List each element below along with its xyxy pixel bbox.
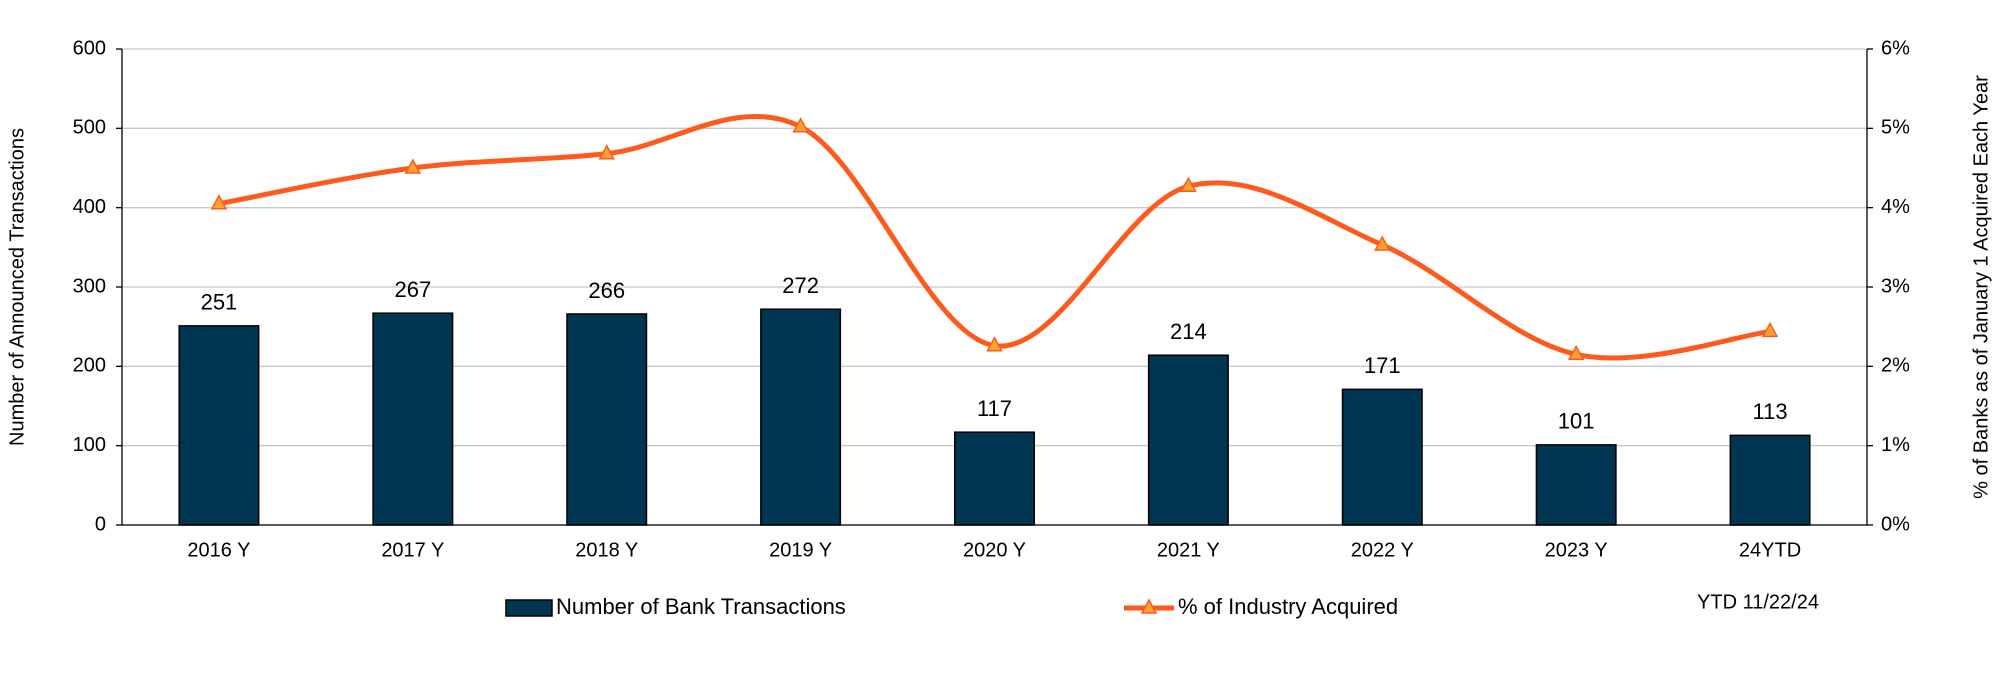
bar <box>1341 388 1423 526</box>
marker <box>1761 321 1779 338</box>
bar <box>954 431 1035 526</box>
bar <box>566 313 648 526</box>
value-label: 272 <box>782 273 819 298</box>
marker <box>1374 235 1391 251</box>
marker <box>792 117 809 133</box>
y2-tick-label: 6% <box>1881 37 1910 59</box>
bar <box>178 325 260 526</box>
x-tick-label: 2017 Y <box>381 539 444 561</box>
x-tick-label: 2020 Y <box>963 539 1026 561</box>
value-label: 113 <box>1753 399 1788 424</box>
legend-label: Number of Bank Transactions <box>556 594 846 619</box>
marker <box>210 194 228 210</box>
legend-marker <box>1140 598 1158 614</box>
bar <box>1147 354 1229 526</box>
x-tick-label: 2022 Y <box>1351 539 1414 561</box>
y-tick-label: 0 <box>95 513 106 535</box>
marker <box>1567 344 1585 361</box>
y2-tick-label: 2% <box>1881 355 1910 377</box>
legend-label: % of Industry Acquired <box>1178 594 1398 619</box>
y-tick-label: 600 <box>73 37 106 59</box>
value-label: 267 <box>394 277 431 302</box>
annotation: YTD 11/22/24 <box>1697 591 1819 613</box>
y-tick-label: 100 <box>73 434 106 456</box>
marker <box>1180 176 1197 192</box>
y2-axis-title: % of Banks as of January 1 Acquired Each… <box>1970 75 1992 499</box>
y-tick-label: 200 <box>73 355 106 377</box>
value-label: 214 <box>1170 319 1207 344</box>
y-axis-title: Number of Announced Transactions <box>6 128 28 446</box>
x-tick-label: 2023 Y <box>1545 539 1608 561</box>
marker <box>404 158 422 174</box>
value-label: 251 <box>201 290 238 315</box>
y2-tick-label: 4% <box>1881 196 1910 218</box>
x-tick-label: 2018 Y <box>575 539 638 561</box>
bar <box>1729 434 1811 526</box>
y2-tick-label: 0% <box>1881 513 1910 535</box>
y2-tick-label: 1% <box>1881 434 1910 456</box>
y-tick-label: 500 <box>73 117 106 139</box>
legend-swatch <box>505 599 553 617</box>
y2-tick-label: 5% <box>1881 117 1910 139</box>
value-label: 266 <box>588 278 625 303</box>
value-label: 101 <box>1558 409 1595 434</box>
x-tick-label: 2016 Y <box>187 539 250 561</box>
y2-tick-label: 3% <box>1881 275 1910 297</box>
x-tick-label: 2021 Y <box>1157 539 1220 561</box>
value-label: 117 <box>977 396 1012 421</box>
marker <box>986 336 1003 352</box>
bar <box>372 312 454 526</box>
bar <box>1535 444 1617 526</box>
x-tick-label: 24YTD <box>1739 539 1801 561</box>
y-tick-label: 300 <box>73 275 106 297</box>
bar <box>760 308 842 526</box>
y-tick-label: 400 <box>73 196 106 218</box>
x-tick-label: 2019 Y <box>769 539 832 561</box>
value-label: 171 <box>1364 353 1401 378</box>
marker <box>598 144 615 160</box>
